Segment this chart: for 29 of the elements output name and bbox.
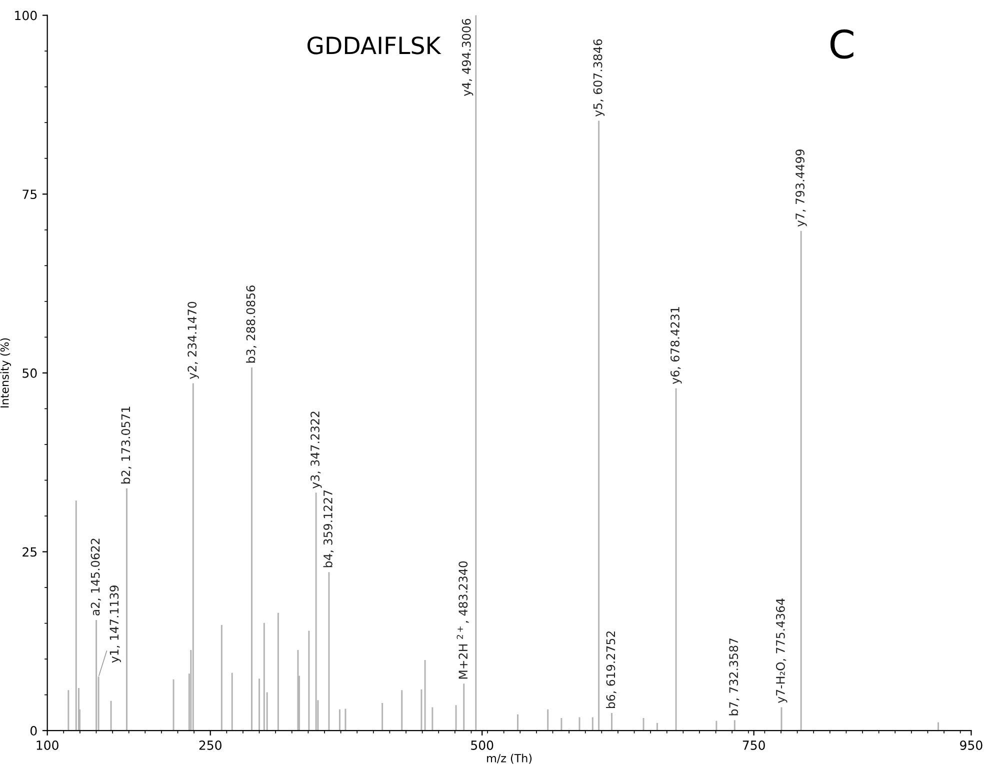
text: GDDAIFLSK — [308, 36, 442, 54]
data-label: y6, 678.4231 — [670, 307, 682, 384]
data-label: M+2H $^{2+}$, 483.2340 — [456, 561, 469, 679]
x-axis-title: m/z (Th) — [487, 754, 532, 764]
x-tick-label: 500 — [471, 740, 494, 750]
y-tick-label: 50 — [22, 368, 37, 378]
y-tick-label: 100 — [15, 10, 37, 20]
data-label: b4, 359.1227 — [323, 490, 334, 568]
data-label: y7-H₂O, 775.4364 — [776, 598, 788, 704]
data-label: y2, 234.1470 — [188, 302, 199, 380]
x-tick-label: 950 — [960, 740, 982, 750]
y-tick-label: 75 — [22, 190, 37, 200]
data-label: b6, 619.2752 — [606, 631, 616, 708]
x-tick-label: 250 — [199, 740, 222, 750]
data-label: b2, 173.0571 — [121, 406, 132, 484]
y-tick-label: 0 — [30, 726, 37, 736]
data-label: y3, 347.2322 — [310, 412, 322, 488]
data-label: y4, 494.3006 — [462, 18, 474, 96]
data-label: y5, 607.3846 — [593, 39, 605, 117]
data-label: b7, 732.3587 — [728, 638, 740, 716]
x-tick-label: 100 — [36, 740, 58, 750]
data-label: y1, 147.1139 — [110, 586, 121, 663]
data-label: y7, 793.4499 — [796, 150, 807, 227]
x-tick-label: 750 — [742, 740, 765, 750]
data-label: b3, 288.0856 — [246, 286, 256, 363]
y-tick-label: 25 — [22, 547, 37, 557]
y-axis-title: Intensity (%) — [0, 338, 11, 408]
annotation: C — [830, 29, 854, 59]
data-label: a2, 145.0622 — [90, 538, 101, 616]
